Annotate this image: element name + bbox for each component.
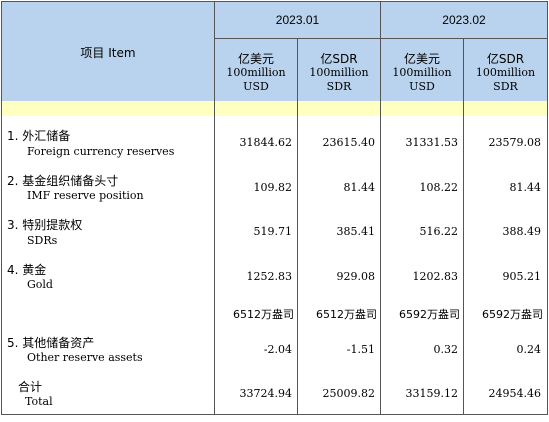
cell-value: 6592万盎司 <box>482 308 543 321</box>
column-header-currency: SDR <box>493 80 518 93</box>
cell-value: 108.22 <box>419 181 459 194</box>
cell-value: 24954.46 <box>488 387 542 400</box>
row-label-en: Other reserve assets <box>27 351 143 364</box>
cell-value: 23615.40 <box>322 136 376 149</box>
column-divider <box>463 38 464 415</box>
cell-value: 1202.83 <box>412 270 459 283</box>
column-header-currency: USD <box>243 80 269 93</box>
cell-value: 0.32 <box>433 343 459 356</box>
table-left-border <box>1 1 2 415</box>
column-header: 亿美元 100million USD <box>215 52 297 94</box>
cell-value: 6592万盎司 <box>399 308 460 321</box>
column-header: 亿SDR 100million SDR <box>464 52 547 94</box>
column-header-currency: SDR <box>326 80 352 93</box>
row-label-en: SDRs <box>27 234 58 247</box>
cell-value: 385.41 <box>336 225 376 238</box>
row-label-en: Foreign currency reserves <box>27 145 175 158</box>
table-bottom-border <box>1 414 547 415</box>
column-header-unit: 100million <box>392 66 452 79</box>
cell-value: 33724.94 <box>239 387 293 400</box>
column-divider <box>214 1 215 415</box>
cell-value: -2.04 <box>263 343 292 356</box>
row-label-zh: 2. 基金组织储备头寸 <box>7 174 119 188</box>
column-divider <box>380 1 381 415</box>
cell-value: 33159.12 <box>405 387 459 400</box>
item-header: 项目 Item <box>80 46 136 60</box>
cell-value: 519.71 <box>253 225 293 238</box>
column-header: 亿SDR 100million SDR <box>298 52 380 94</box>
cell-value: 929.08 <box>336 270 376 283</box>
cell-value: 81.44 <box>343 181 376 194</box>
column-header-unit: 100million <box>309 66 369 79</box>
cell-value: 25009.82 <box>322 387 376 400</box>
column-header: 亿美元 100million USD <box>381 52 463 94</box>
cell-value: 31844.62 <box>239 136 293 149</box>
header-separator-band <box>1 101 547 116</box>
row-label-zh: 3. 特别提款权 <box>7 218 83 232</box>
table-right-border <box>547 1 548 415</box>
row-label-zh: 合计 <box>18 380 43 394</box>
column-header-zh: 亿SDR <box>320 52 358 66</box>
cell-value: 0.24 <box>516 343 542 356</box>
cell-value: 6512万盎司 <box>233 308 294 321</box>
cell-value: 905.21 <box>502 270 542 283</box>
row-label-zh: 4. 黄金 <box>7 263 47 277</box>
table-top-border <box>1 1 547 2</box>
period-header: 2023.01 <box>275 13 320 27</box>
cell-value: 516.22 <box>419 225 459 238</box>
column-header-unit: 100million <box>226 66 286 79</box>
cell-value: 81.44 <box>509 181 542 194</box>
cell-value: 31331.53 <box>405 136 459 149</box>
cell-value: 6512万盎司 <box>316 308 377 321</box>
cell-value: 1252.83 <box>246 270 293 283</box>
row-label-en: IMF reserve position <box>27 189 144 202</box>
column-header-currency: USD <box>409 80 435 93</box>
period-header: 2023.02 <box>442 13 486 27</box>
column-divider <box>297 38 298 415</box>
cell-value: 23579.08 <box>488 136 542 149</box>
column-header-zh: 亿SDR <box>486 52 525 66</box>
cell-value: 109.82 <box>253 181 293 194</box>
cell-value: 388.49 <box>502 225 542 238</box>
column-header-unit: 100million <box>475 66 536 79</box>
row-label-zh: 1. 外汇储备 <box>7 129 71 143</box>
header-background <box>1 1 547 101</box>
column-header-zh: 亿美元 <box>403 52 440 66</box>
row-label-zh: 5. 其他储备资产 <box>7 336 95 350</box>
row-label-en: Total <box>25 395 53 408</box>
row-label-en: Gold <box>27 278 53 291</box>
column-header-zh: 亿美元 <box>237 52 274 66</box>
cell-value: -1.51 <box>346 343 375 356</box>
